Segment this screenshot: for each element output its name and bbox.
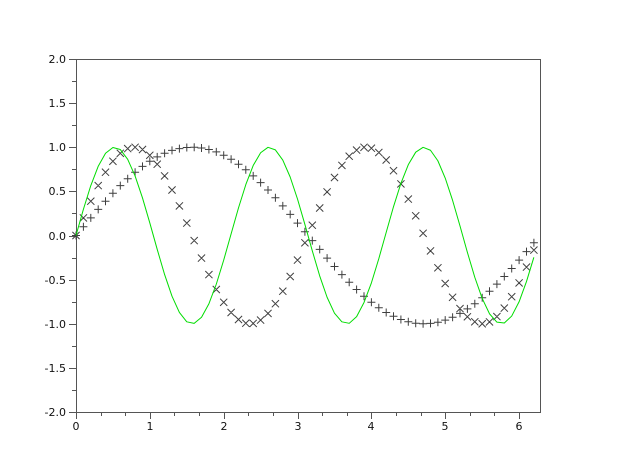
x-axis-tick-label: 2 [221,420,228,433]
y-axis-tick-label: 1.5 [49,97,67,110]
x-axis-tick-label: 5 [442,420,449,433]
y-axis-tick-label: -0.5 [45,274,66,287]
x-axis-tick-label: 3 [295,420,302,433]
x-axis-tick-label: 6 [516,420,523,433]
series-markers-sin(t) [72,143,538,328]
y-axis-tick-label: 0.5 [49,185,67,198]
y-axis-tick-label: 0.0 [49,230,67,243]
y-axis-tick-label: 2.0 [49,53,67,66]
y-axis-tick-label: -2.0 [45,406,66,419]
x-axis-tick-label: 1 [147,420,154,433]
y-axis-tick-label: 1.0 [49,141,67,154]
x-axis-tick-label: 0 [73,420,80,433]
x-axis-tick-label: 4 [368,420,375,433]
y-axis-tick-label: -1.0 [45,318,66,331]
y-axis-tick-label: -1.5 [45,362,66,375]
series-line-sin(3t) [75,146,535,324]
